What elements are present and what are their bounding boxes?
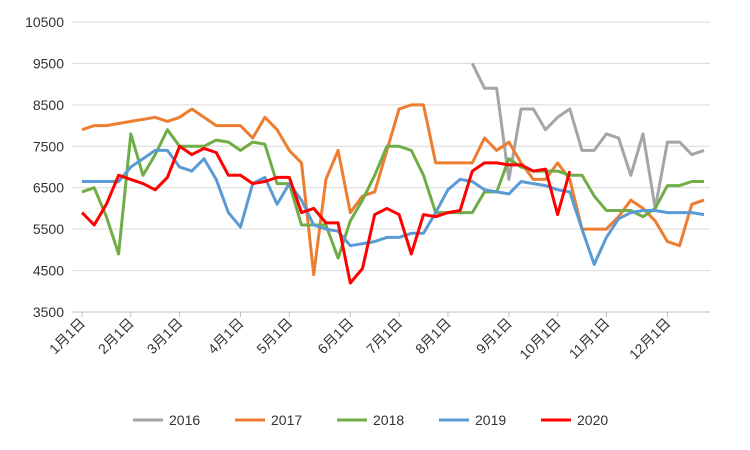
y-tick-label: 4500 — [33, 263, 64, 279]
series-line — [82, 148, 705, 266]
x-tick-label: 9月1日 — [473, 315, 515, 357]
x-tick-label: 7月1日 — [363, 315, 405, 357]
legend-label: 2018 — [373, 412, 404, 428]
y-tick-label: 6500 — [33, 180, 64, 196]
y-tick-label: 9500 — [33, 55, 64, 71]
x-tick-label: 8月1日 — [412, 315, 454, 357]
series-line — [81, 128, 704, 260]
x-tick-label: 1月1日 — [46, 315, 88, 357]
x-tick-label: 3月1日 — [144, 315, 186, 357]
series-line — [80, 144, 572, 285]
x-tick-label: 11月1日 — [566, 315, 613, 362]
series-line — [81, 103, 705, 277]
legend-label: 2017 — [271, 412, 302, 428]
x-tick-label: 10月1日 — [516, 315, 564, 363]
legend-label: 2019 — [475, 412, 506, 428]
x-tick-label: 12月1日 — [626, 315, 674, 363]
legend-label: 2016 — [169, 412, 200, 428]
y-tick-label: 8500 — [33, 97, 64, 113]
series-line — [470, 62, 705, 210]
legend-label: 2020 — [577, 412, 608, 428]
x-tick-label: 4月1日 — [205, 315, 247, 357]
y-tick-label: 10500 — [25, 14, 64, 30]
y-tick-label: 5500 — [33, 221, 64, 237]
x-tick-label: 2月1日 — [95, 315, 137, 357]
x-tick-label: 5月1日 — [253, 315, 295, 357]
y-tick-label: 3500 — [33, 304, 64, 320]
y-tick-label: 7500 — [33, 138, 64, 154]
x-tick-label: 6月1日 — [314, 315, 356, 357]
